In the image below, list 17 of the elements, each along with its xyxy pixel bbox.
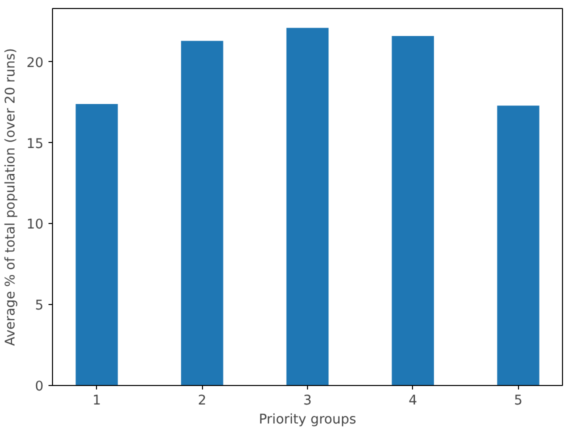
bar xyxy=(497,106,540,386)
y-tick-label: 10 xyxy=(26,218,44,233)
y-axis-title: Average % of total population (over 20 runs) xyxy=(4,48,19,346)
bar xyxy=(181,40,224,386)
bar xyxy=(286,28,329,386)
bar xyxy=(392,36,434,386)
x-tick-label: 4 xyxy=(408,394,418,408)
x-tick-label: 3 xyxy=(303,394,312,408)
x-tick-label: 1 xyxy=(92,394,101,408)
bar xyxy=(76,104,118,386)
x-tick-label: 5 xyxy=(514,394,522,408)
x-axis-title: Priority groups xyxy=(258,412,356,428)
y-tick-label: 5 xyxy=(35,298,44,314)
y-tick-label: 20 xyxy=(26,56,44,71)
x-tick-label: 2 xyxy=(198,394,206,408)
y-tick-label: 0 xyxy=(35,380,44,394)
y-tick-label: 15 xyxy=(26,136,44,152)
